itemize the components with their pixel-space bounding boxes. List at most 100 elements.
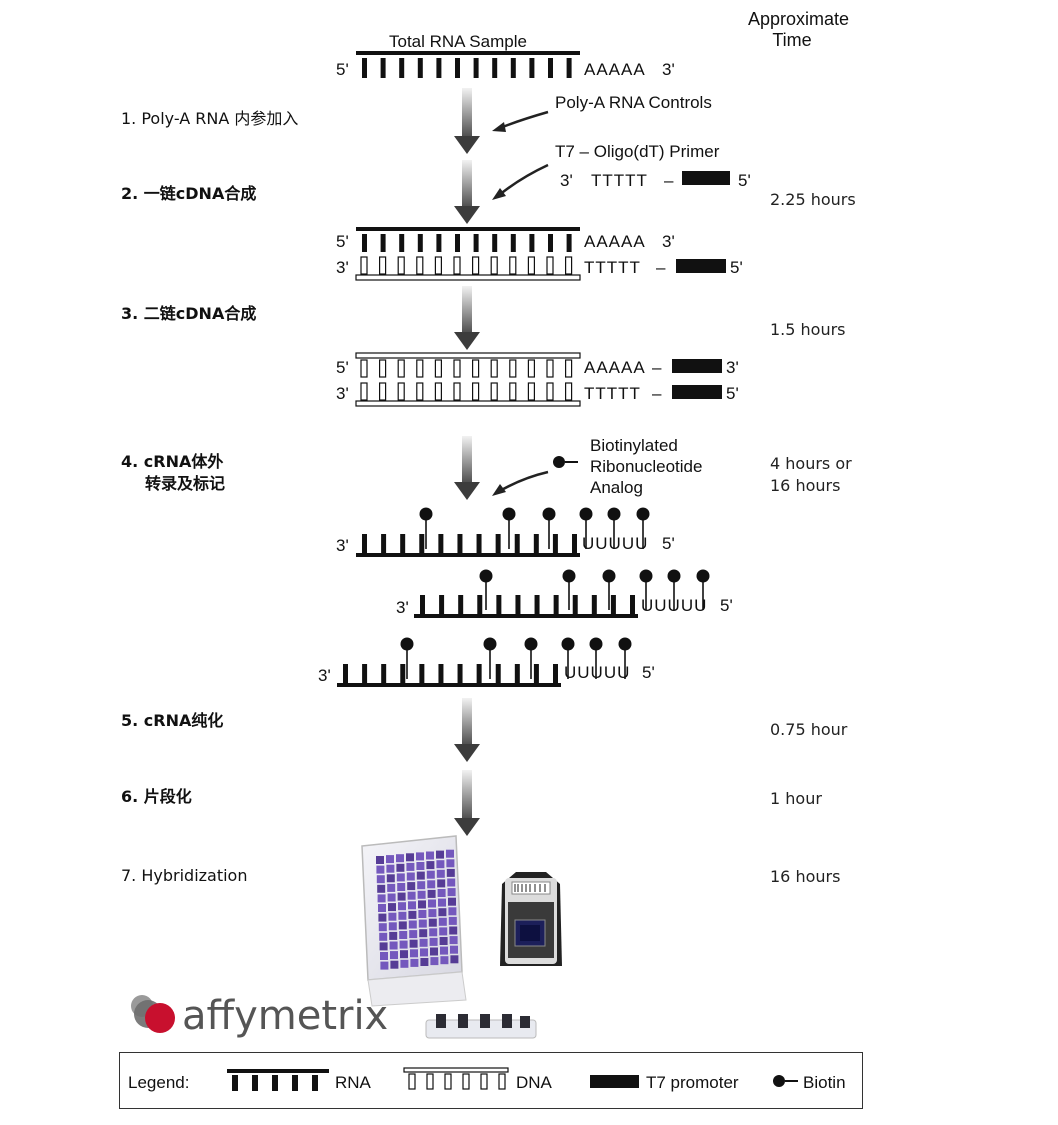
- plate-well: [396, 863, 405, 872]
- total-rna-tooth: [492, 58, 498, 78]
- row2a-three-prime: 3': [662, 232, 675, 251]
- row3-top-tooth: [527, 359, 536, 378]
- row3-top-tooth: [434, 359, 442, 378]
- crna2-biotin: [639, 569, 653, 610]
- step-7-label: 7. Hybridization: [121, 866, 248, 885]
- crna2-biotin-ball: [479, 569, 493, 583]
- row3-bottom-tooth: [434, 382, 442, 401]
- legend-dna-tooth: [426, 1073, 434, 1090]
- plate-well: [390, 951, 398, 960]
- row2-dna-tooth: [546, 256, 554, 275]
- crna2-biotin: [696, 569, 710, 610]
- plate-well: [420, 948, 428, 957]
- plate-well: [400, 959, 409, 968]
- plate-well: [450, 955, 459, 964]
- step-4-time: 4 hours or: [770, 454, 852, 473]
- arrow-step6: [454, 770, 480, 836]
- legend-title: Legend:: [128, 1073, 190, 1092]
- crna1-tooth: [476, 534, 482, 553]
- crna2-tooth: [630, 595, 635, 614]
- row3-bottom-tooth: [564, 382, 573, 401]
- crna2-biotin: [479, 569, 493, 610]
- row1-three-prime: 3': [662, 60, 675, 79]
- row2b-polyT: TTTTT: [584, 258, 641, 277]
- crna3-teeth: [343, 664, 558, 683]
- t7-primer-label: T7 – Oligo(dT) Primer: [555, 142, 720, 161]
- plate-well: [418, 900, 426, 909]
- step-3-label: 3. 二链cDNA合成: [121, 304, 257, 323]
- arrow-step6-head: [454, 818, 480, 836]
- crna2-tooth: [553, 595, 559, 614]
- step-6-label: 6. 片段化: [121, 787, 192, 806]
- row3-top-tooth: [509, 359, 517, 378]
- plate-well: [379, 932, 388, 941]
- row2-dna-tooth: [490, 256, 498, 275]
- plate-well: [410, 949, 418, 958]
- plate-well: [388, 922, 397, 931]
- plate-well: [389, 931, 398, 940]
- row2-rna-tooth: [417, 234, 423, 252]
- crna1-biotin-ball: [636, 507, 650, 521]
- plate-well: [400, 950, 408, 959]
- total-rna-tooth: [566, 58, 572, 78]
- row3-top-tooth: [472, 359, 480, 378]
- row3a-five-prime: 5': [336, 358, 349, 377]
- row2-rna-tooth: [492, 234, 498, 252]
- crna2-tooth: [420, 595, 425, 614]
- crna3-tooth: [438, 664, 444, 683]
- sample-title: Total RNA Sample: [389, 32, 527, 51]
- row3-bottom-tooth: [527, 382, 536, 401]
- total-rna-bar: [356, 51, 580, 55]
- crna3-tooth: [476, 664, 482, 683]
- plate-well: [399, 940, 408, 949]
- row2-dna-tooth: [360, 256, 368, 275]
- plate-well: [438, 908, 447, 917]
- legend-rna-tooth: [312, 1075, 318, 1091]
- arrow-step2-head: [454, 206, 480, 224]
- plate-well: [429, 937, 438, 946]
- crna2-tooth: [515, 595, 521, 614]
- crna2-tooth: [534, 595, 540, 614]
- row2-rna-tooth: [380, 234, 386, 252]
- crna3-biotin-ball: [483, 637, 497, 651]
- row2-rna-tooth: [399, 234, 405, 252]
- crna1-biotin: [502, 507, 516, 549]
- legend-dna-label: DNA: [516, 1073, 552, 1092]
- plate-well: [398, 911, 407, 920]
- legend-rna-label: RNA: [335, 1073, 371, 1092]
- plate-well: [430, 947, 438, 956]
- crna1-biotin-ball: [542, 507, 556, 521]
- step-6-time: 1 hour: [770, 789, 822, 808]
- plate-well: [416, 852, 424, 861]
- primer-polyT: TTTTT: [591, 171, 648, 190]
- plate-well: [408, 920, 417, 929]
- row3-bottom-teeth: [360, 382, 573, 401]
- crna3-biotin-ball: [400, 637, 414, 651]
- crna3-biotin-ball: [618, 637, 632, 651]
- row3-top-tooth: [490, 359, 498, 378]
- arrow-step4-shaft: [462, 436, 472, 484]
- step-2-time: 2.25 hours: [770, 190, 856, 209]
- plate-well: [406, 853, 414, 862]
- total-rna-tooth: [529, 58, 535, 78]
- crna2-bar: [414, 614, 638, 618]
- plate-well: [446, 849, 454, 858]
- crna1-biotin-ball: [419, 507, 433, 521]
- plate-well: [380, 961, 389, 970]
- row2-dna-tooth: [527, 256, 536, 275]
- legend-dna-bar: [403, 1067, 509, 1073]
- crna1-tooth: [495, 534, 501, 553]
- row2-rna-tooth: [529, 234, 535, 252]
- row3-bottom-tooth: [416, 382, 424, 401]
- plate-well: [427, 889, 436, 898]
- plate-well: [447, 888, 456, 897]
- plate-well: [437, 879, 446, 888]
- total-rna-tooth: [399, 58, 405, 78]
- plate-well: [409, 939, 418, 948]
- row2-dna-tooth: [397, 256, 405, 275]
- crna1-tooth: [457, 534, 463, 553]
- crna2-biotin-ball: [602, 569, 616, 583]
- row2-rna-tooth: [566, 234, 572, 252]
- arrow-step1: [454, 88, 480, 154]
- plate-well: [398, 902, 406, 911]
